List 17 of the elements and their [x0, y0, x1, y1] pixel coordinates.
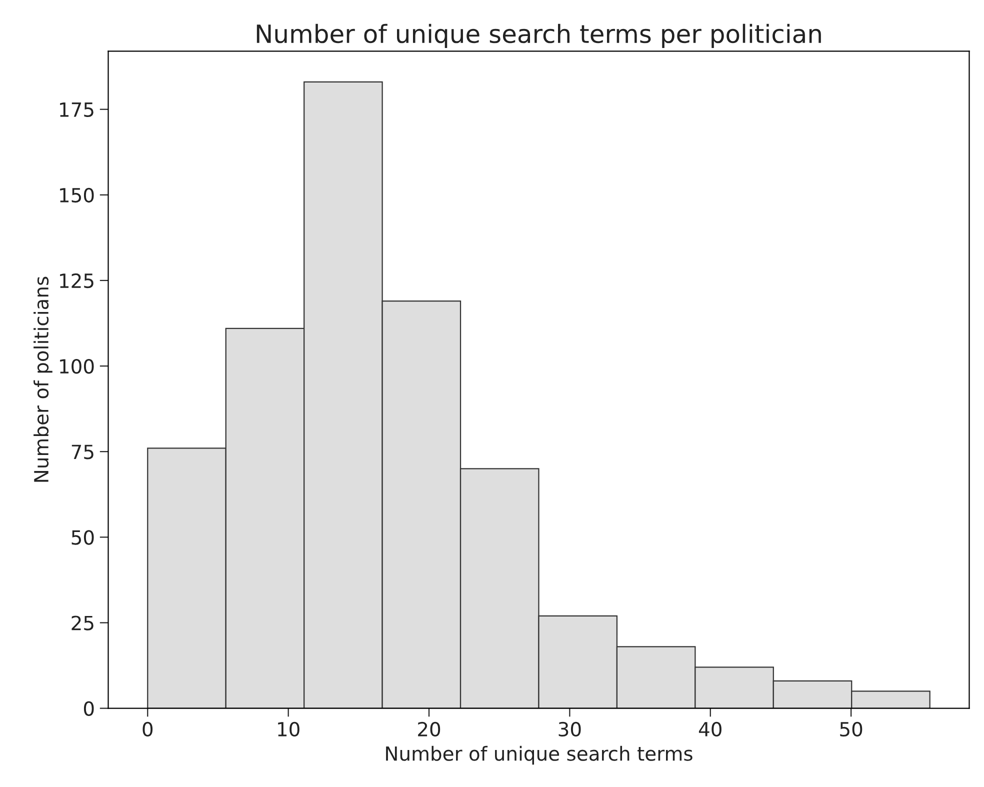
x-tick-label: 30 — [558, 722, 581, 737]
y-tick-label: 125 — [60, 273, 94, 288]
x-tick-label: 40 — [698, 722, 722, 737]
x-axis-title: Number of unique search terms — [386, 746, 692, 765]
chart-title: Number of unique search terms per politician — [256, 24, 821, 48]
x-tick-label: 10 — [278, 722, 300, 737]
y-tick-label: 75 — [72, 444, 94, 460]
y-axis-title: Number of politicians — [34, 276, 52, 482]
x-tick-label: 20 — [418, 722, 440, 737]
y-tick-label: 50 — [72, 530, 94, 545]
y-tick-label: 25 — [72, 616, 94, 630]
y-tick-label: 100 — [60, 358, 94, 374]
x-tick-label: 50 — [840, 722, 862, 737]
y-tick-label: 175 — [60, 102, 94, 118]
y-tick-label: 150 — [60, 188, 94, 203]
x-tick-label: 0 — [142, 722, 153, 737]
y-tick-label: 0 — [84, 701, 94, 716]
